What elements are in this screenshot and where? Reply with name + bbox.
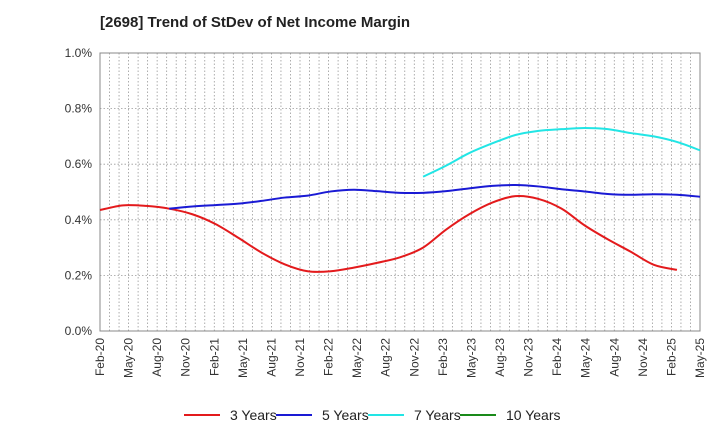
x-tick-label: Feb-23 (436, 338, 450, 376)
legend-label: 5 Years (322, 407, 369, 423)
legend-label: 3 Years (230, 407, 277, 423)
legend-item: 5 Years (276, 404, 369, 426)
x-tick-label: Nov-21 (293, 338, 307, 377)
y-tick-label: 0.4% (65, 213, 93, 227)
legend-swatch (276, 414, 312, 416)
legend-swatch (368, 414, 404, 416)
x-tick-label: Feb-25 (664, 338, 678, 376)
x-tick-label: Feb-24 (550, 338, 564, 376)
y-tick-label: 0.0% (65, 324, 93, 338)
x-tick-label: Aug-20 (150, 338, 164, 377)
legend-label: 7 Years (414, 407, 461, 423)
x-tick-label: Nov-22 (407, 338, 421, 377)
x-tick-label: Feb-20 (93, 338, 107, 376)
x-tick-label: Aug-24 (607, 338, 621, 377)
legend-item: 7 Years (368, 404, 461, 426)
chart-title: [2698] Trend of StDev of Net Income Marg… (100, 14, 411, 31)
series-line-3-years (99, 195, 678, 273)
x-tick-label: Aug-23 (493, 338, 507, 377)
legend-item: 3 Years (184, 404, 277, 426)
x-tick-label: Nov-20 (179, 338, 193, 377)
y-tick-label: 1.0% (65, 46, 93, 60)
x-tick-label: May-24 (579, 338, 593, 378)
y-tick-label: 0.8% (65, 102, 93, 116)
x-tick-label: May-21 (236, 338, 250, 378)
x-tick-label: May-22 (350, 338, 364, 378)
legend-item: 10 Years (460, 404, 561, 426)
y-tick-label: 0.2% (65, 268, 93, 282)
x-tick-label: Aug-21 (264, 338, 278, 377)
x-tick-label: Feb-21 (207, 338, 221, 376)
legend-swatch (460, 414, 496, 416)
x-tick-label: May-20 (122, 338, 136, 378)
x-tick-label: May-23 (464, 338, 478, 378)
legend: 3 Years 5 Years 7 Years 10 Years (0, 404, 720, 426)
x-tick-label: Aug-22 (379, 338, 393, 377)
x-tick-label: Nov-24 (636, 338, 650, 377)
series-line-5-years (169, 184, 701, 210)
y-tick-label: 0.6% (65, 157, 93, 171)
legend-swatch (184, 414, 220, 416)
legend-label: 10 Years (506, 407, 561, 423)
x-tick-label: May-25 (693, 338, 707, 378)
series-line-7-years (422, 127, 701, 178)
x-tick-label: Nov-23 (522, 338, 536, 377)
plot-frame (99, 52, 701, 332)
x-tick-label: Feb-22 (322, 338, 336, 376)
